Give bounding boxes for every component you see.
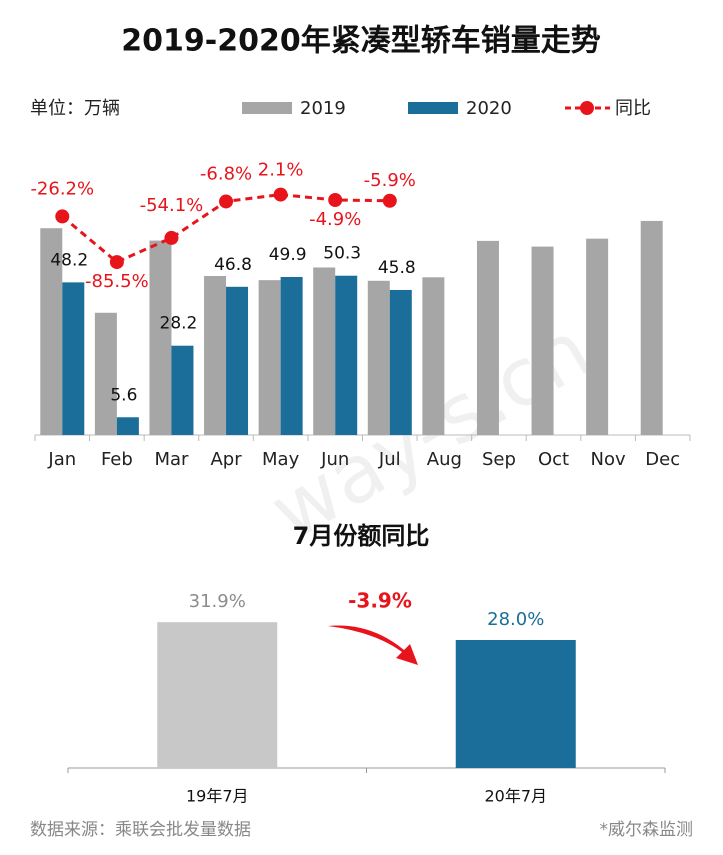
bar xyxy=(204,276,227,435)
arrow xyxy=(328,625,418,665)
x-tick-label: May xyxy=(262,449,300,470)
bar xyxy=(586,238,609,435)
value-label: 46.8 xyxy=(214,255,252,275)
bar xyxy=(157,622,278,768)
bar xyxy=(476,240,499,435)
bar xyxy=(116,417,139,435)
line-point xyxy=(109,255,124,270)
x-tick-label: Jan xyxy=(47,449,76,470)
bar xyxy=(258,280,281,435)
line-label: -54.1% xyxy=(140,195,204,216)
x-tick-label: Jun xyxy=(320,449,349,470)
footer-source: 数据来源：乘联会批发量数据 xyxy=(30,820,251,840)
line-label: -5.9% xyxy=(364,170,416,191)
x-tick-label: Jul xyxy=(378,449,401,470)
value-label: 49.9 xyxy=(269,245,307,265)
value-label: 5.6 xyxy=(110,385,137,405)
value-label: 48.2 xyxy=(50,250,88,270)
bar xyxy=(389,289,412,435)
bar xyxy=(455,640,576,768)
x-tick-label: Apr xyxy=(210,449,242,470)
x-tick-label: Feb xyxy=(101,449,133,470)
bar xyxy=(335,275,358,435)
line-point xyxy=(328,192,343,207)
value-label: 50.3 xyxy=(323,244,361,264)
bar xyxy=(531,246,554,435)
bar xyxy=(422,277,445,435)
bar xyxy=(313,267,336,435)
chart-title: 2019-2020年紧凑型轿车销量走势 xyxy=(121,24,600,59)
line-point xyxy=(55,209,70,224)
value-label: 28.0% xyxy=(487,609,544,630)
x-tick-label: 20年7月 xyxy=(484,787,547,806)
legend-swatch xyxy=(242,102,292,114)
legend-label: 同比 xyxy=(615,98,651,119)
bar xyxy=(40,228,63,435)
legend-swatch xyxy=(580,101,594,115)
bar xyxy=(94,312,117,435)
bar xyxy=(640,220,663,435)
bar xyxy=(280,276,303,435)
line-label: -6.8% xyxy=(200,163,252,184)
x-tick-label: Sep xyxy=(482,449,516,470)
line-label: -4.9% xyxy=(309,209,361,230)
line-point xyxy=(273,187,288,202)
footer-note: *威尔森监测 xyxy=(600,820,694,840)
x-tick-label: Nov xyxy=(591,449,626,470)
bar xyxy=(149,240,172,435)
x-tick-label: Aug xyxy=(427,449,462,470)
legend-label: 2020 xyxy=(466,98,512,119)
unit-label: 单位：万辆 xyxy=(30,98,120,119)
line-label: -26.2% xyxy=(30,178,94,199)
value-label: 28.2 xyxy=(160,314,198,334)
legend-swatch xyxy=(408,102,458,114)
bar xyxy=(171,345,194,435)
x-tick-label: 19年7月 xyxy=(186,787,249,806)
value-label: 45.8 xyxy=(378,258,416,278)
chart-title: 7月份额同比 xyxy=(293,522,430,550)
line-point xyxy=(164,230,179,245)
line-point xyxy=(219,194,234,209)
line-point xyxy=(382,193,397,208)
line-label: 2.1% xyxy=(258,160,304,181)
annotation: -3.9% xyxy=(348,589,412,613)
value-label: 31.9% xyxy=(189,591,246,612)
bar xyxy=(226,286,249,435)
line-label: -85.5% xyxy=(85,271,149,292)
x-tick-label: Mar xyxy=(154,449,189,470)
bar xyxy=(62,282,85,435)
x-tick-label: Oct xyxy=(538,449,569,470)
bar xyxy=(367,280,390,435)
x-tick-label: Dec xyxy=(645,449,680,470)
legend-label: 2019 xyxy=(300,98,346,119)
